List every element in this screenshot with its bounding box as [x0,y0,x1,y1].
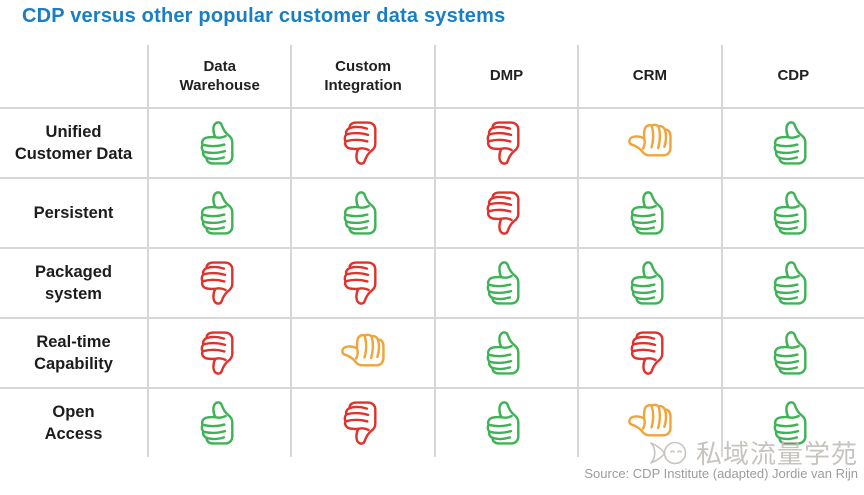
fish-logo-icon [650,441,687,464]
thumb-up-icon [487,401,521,445]
thumb-sideways-icon [628,403,672,437]
row-label: Real-time Capability [34,332,113,373]
rating-cell [720,317,864,387]
row-label: Persistent [33,203,114,222]
rating-cell [290,317,434,387]
row-label-cell: Open Access [0,387,147,457]
column-header-label: Data Warehouse [179,57,260,95]
row-label: Unified Customer Data [14,122,133,163]
thumb-up-icon [200,121,234,165]
rating-cell [720,177,864,247]
page-title: CDP versus other popular customer data s… [22,5,506,27]
thumb-up-icon [773,121,807,165]
thumb-down-icon [487,191,521,235]
rating-cell [147,107,291,177]
rating-cell [720,107,864,177]
rating-cell [577,177,721,247]
rating-cell [147,317,291,387]
rating-cell [290,387,434,457]
column-header-label: Custom Integration [324,57,402,95]
thumb-down-icon [343,121,377,165]
thumb-sideways-icon [628,123,672,157]
thumb-up-icon [773,401,807,445]
rating-cell [290,247,434,317]
row-label-cell: Packaged system [0,247,147,317]
rating-cell [147,387,291,457]
watermark: 私域流量学苑 [648,434,858,471]
source-credit: Source: CDP Institute (adapted) Jordie v… [584,466,858,481]
thumb-up-icon [343,191,377,235]
thumb-up-icon [630,261,664,305]
thumb-down-icon [630,331,664,375]
rating-cell [433,247,578,317]
thumb-up-icon [773,331,807,375]
rating-cell [433,177,578,247]
thumb-up-icon [773,261,807,305]
thumb-down-icon [343,401,377,445]
thumb-up-icon [487,331,521,375]
thumb-sideways-icon [341,333,385,367]
corner-cell [0,45,147,107]
watermark-text: 私域流量学苑 [695,439,858,469]
rating-cell [577,317,721,387]
thumb-up-icon [773,191,807,235]
row-label-cell: Real-time Capability [0,317,147,387]
rating-cell [720,387,864,457]
rating-cell [290,107,434,177]
column-header: CDP [720,45,864,107]
row-label-cell: Persistent [0,177,147,247]
row-label: Packaged system [34,262,113,303]
rating-cell [577,387,721,457]
thumb-down-icon [200,261,234,305]
rating-cell [147,177,291,247]
rating-cell [577,247,721,317]
row-label: Open Access [44,402,103,443]
column-header-label: CRM [632,67,667,85]
rating-cell [433,107,578,177]
rating-cell [577,107,721,177]
rating-cell [433,387,578,457]
thumb-up-icon [200,191,234,235]
thumb-up-icon [487,261,521,305]
rating-cell [433,317,578,387]
column-header-label: DMP [489,67,524,85]
column-header: DMP [433,45,577,107]
column-header-label: CDP [777,67,810,85]
column-header: Data Warehouse [147,45,290,107]
rating-cell [290,177,434,247]
thumb-up-icon [630,191,664,235]
thumb-down-icon [200,331,234,375]
column-header: Custom Integration [290,45,433,107]
rating-cell [720,247,864,317]
thumb-up-icon [200,401,234,445]
comparison-table: Data Warehouse Custom Integration DMP CR… [0,45,864,457]
column-header: CRM [577,45,720,107]
row-label-cell: Unified Customer Data [0,107,147,177]
thumb-down-icon [343,261,377,305]
rating-cell [147,247,291,317]
thumb-down-icon [487,121,521,165]
